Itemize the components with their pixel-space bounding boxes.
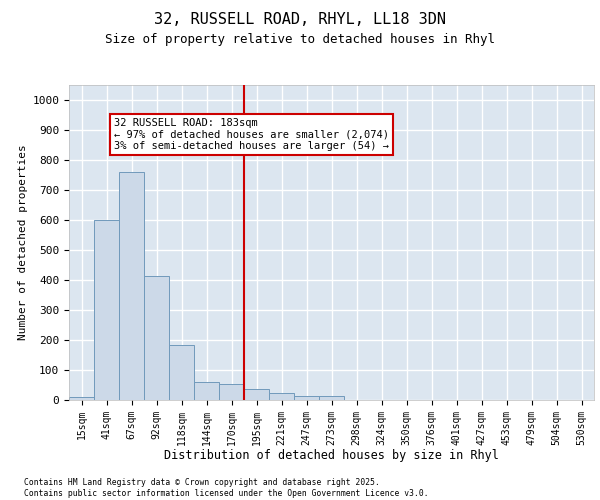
Bar xyxy=(319,396,344,400)
Bar xyxy=(119,172,144,400)
Bar xyxy=(69,397,94,400)
Bar xyxy=(194,382,219,400)
Y-axis label: Number of detached properties: Number of detached properties xyxy=(18,144,28,340)
Bar xyxy=(144,276,169,400)
X-axis label: Distribution of detached houses by size in Rhyl: Distribution of detached houses by size … xyxy=(164,449,499,462)
Bar xyxy=(169,344,194,400)
Bar xyxy=(94,220,119,400)
Text: Contains HM Land Registry data © Crown copyright and database right 2025.
Contai: Contains HM Land Registry data © Crown c… xyxy=(24,478,428,498)
Bar xyxy=(219,384,244,400)
Text: Size of property relative to detached houses in Rhyl: Size of property relative to detached ho… xyxy=(105,32,495,46)
Bar xyxy=(269,394,294,400)
Text: 32 RUSSELL ROAD: 183sqm
← 97% of detached houses are smaller (2,074)
3% of semi-: 32 RUSSELL ROAD: 183sqm ← 97% of detache… xyxy=(114,118,389,151)
Text: 32, RUSSELL ROAD, RHYL, LL18 3DN: 32, RUSSELL ROAD, RHYL, LL18 3DN xyxy=(154,12,446,28)
Bar xyxy=(294,396,319,400)
Bar xyxy=(244,388,269,400)
